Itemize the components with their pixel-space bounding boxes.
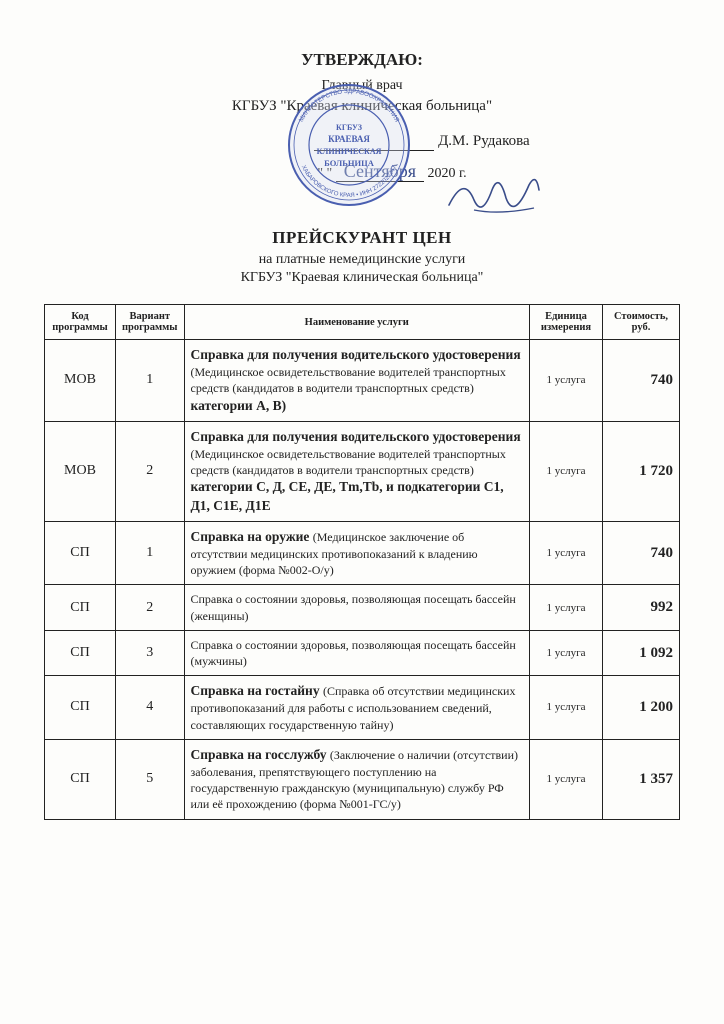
- cell-code: МОВ: [45, 340, 116, 422]
- table-row: МОВ1Справка для получения водительского …: [45, 340, 680, 422]
- document-title: ПРЕЙСКУРАНТ ЦЕН: [44, 228, 680, 248]
- cell-code: МОВ: [45, 421, 116, 521]
- cell-price: 1 720: [603, 421, 680, 521]
- cell-unit: 1 услуга: [530, 421, 603, 521]
- svg-text:КГБУЗ: КГБУЗ: [336, 123, 362, 132]
- document-org: КГБУЗ "Краевая клиническая больница": [44, 270, 680, 286]
- date-prefix: " ": [317, 166, 332, 181]
- cell-code: СП: [45, 585, 116, 630]
- cell-unit: 1 услуга: [530, 630, 603, 675]
- cell-price: 992: [603, 585, 680, 630]
- approval-org: КГБУЗ "Краевая клиническая больница": [44, 98, 680, 115]
- table-row: МОВ2Справка для получения водительского …: [45, 421, 680, 521]
- cell-code: СП: [45, 676, 116, 740]
- cell-service-name: Справка о состоянии здоровья, позволяюща…: [184, 585, 530, 630]
- header-unit: Единица измерения: [530, 305, 603, 340]
- cell-variant: 3: [116, 630, 185, 675]
- price-table: Код программы Вариант программы Наименов…: [44, 304, 680, 820]
- cell-service-name: Справка на оружие (Медицинское заключени…: [184, 521, 530, 585]
- cell-price: 1 092: [603, 630, 680, 675]
- cell-code: СП: [45, 739, 116, 819]
- header-price: Стоимость, руб.: [603, 305, 680, 340]
- cell-price: 740: [603, 340, 680, 422]
- date-handwritten-month: Сентября: [336, 161, 424, 182]
- cell-variant: 2: [116, 585, 185, 630]
- cell-variant: 5: [116, 739, 185, 819]
- cell-unit: 1 услуга: [530, 585, 603, 630]
- cell-unit: 1 услуга: [530, 676, 603, 740]
- cell-unit: 1 услуга: [530, 739, 603, 819]
- cell-price: 740: [603, 521, 680, 585]
- header-code: Код программы: [45, 305, 116, 340]
- table-row: СП5Справка на госслужбу (Заключение о на…: [45, 739, 680, 819]
- cell-service-name: Справка на госслужбу (Заключение о налич…: [184, 739, 530, 819]
- table-header-row: Код программы Вариант программы Наименов…: [45, 305, 680, 340]
- cell-service-name: Справка на гостайну (Справка об отсутств…: [184, 676, 530, 740]
- header-name: Наименование услуги: [184, 305, 530, 340]
- cell-price: 1 200: [603, 676, 680, 740]
- cell-unit: 1 услуга: [530, 521, 603, 585]
- approval-date: " " Сентября 2020 г.: [44, 161, 680, 182]
- cell-variant: 2: [116, 421, 185, 521]
- cell-service-name: Справка для получения водительского удос…: [184, 421, 530, 521]
- table-row: СП3Справка о состоянии здоровья, позволя…: [45, 630, 680, 675]
- document-page: УТВЕРЖДАЮ: Главный врач КГБУЗ "Краевая к…: [0, 0, 724, 1024]
- approval-signer-name: Д.М. Рудакова: [44, 133, 680, 151]
- cell-service-name: Справка для получения водительского удос…: [184, 340, 530, 422]
- cell-code: СП: [45, 521, 116, 585]
- table-row: СП4Справка на гостайну (Справка об отсут…: [45, 676, 680, 740]
- cell-code: СП: [45, 630, 116, 675]
- cell-variant: 1: [116, 521, 185, 585]
- approval-block: УТВЕРЖДАЮ: Главный врач КГБУЗ "Краевая к…: [44, 50, 680, 182]
- header-variant: Вариант программы: [116, 305, 185, 340]
- signer-name-text: Д.М. Рудакова: [438, 133, 530, 149]
- cell-price: 1 357: [603, 739, 680, 819]
- cell-service-name: Справка о состоянии здоровья, позволяюща…: [184, 630, 530, 675]
- cell-unit: 1 услуга: [530, 340, 603, 422]
- table-row: СП2Справка о состоянии здоровья, позволя…: [45, 585, 680, 630]
- cell-variant: 4: [116, 676, 185, 740]
- table-row: СП1Справка на оружие (Медицинское заключ…: [45, 521, 680, 585]
- approval-title: УТВЕРЖДАЮ:: [44, 50, 680, 70]
- cell-variant: 1: [116, 340, 185, 422]
- date-year: 2020 г.: [427, 166, 466, 181]
- approval-role: Главный врач: [44, 78, 680, 94]
- document-title-block: ПРЕЙСКУРАНТ ЦЕН на платные немедицинские…: [44, 228, 680, 286]
- document-subtitle: на платные немедицинские услуги: [44, 252, 680, 268]
